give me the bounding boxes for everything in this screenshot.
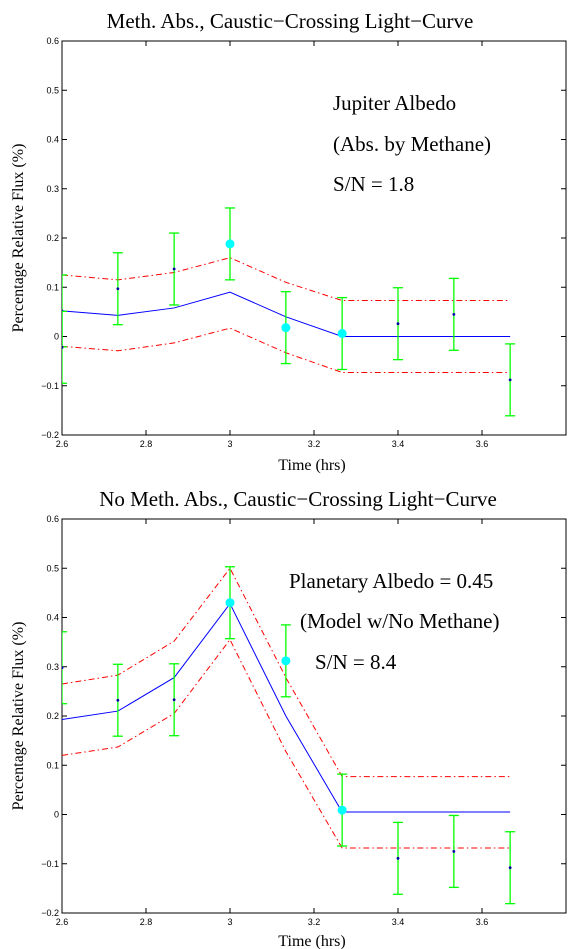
annotation-line-3: S/N = 8.4 — [315, 650, 397, 674]
y-tick-label: 0.4 — [46, 613, 59, 623]
data-point — [225, 239, 235, 249]
chart-title: Meth. Abs., Caustic−Crossing Light−Curve — [107, 9, 474, 33]
data-point — [116, 287, 120, 291]
data-point — [508, 866, 512, 870]
data-point — [172, 267, 176, 271]
y-tick-label: 0.5 — [46, 563, 59, 573]
data-point — [116, 698, 120, 702]
y-tick-label: −0.2 — [41, 908, 59, 918]
chart-panel-methane-absorption: Meth. Abs., Caustic−Crossing Light−Curve… — [10, 9, 567, 474]
y-tick-label: 0.3 — [46, 184, 59, 194]
x-tick-label: 3.2 — [308, 917, 321, 927]
series-line-model — [62, 602, 511, 813]
y-tick-label: 0.1 — [46, 282, 59, 292]
data-point — [508, 378, 512, 382]
x-tick-label: 2.8 — [140, 439, 153, 449]
y-tick-label: 0.1 — [46, 760, 59, 770]
y-tick-label: −0.1 — [41, 859, 59, 869]
data-point — [281, 656, 291, 666]
data-point — [62, 666, 64, 670]
data-point — [396, 322, 400, 326]
chart-title: No Meth. Abs., Caustic−Crossing Light−Cu… — [99, 487, 497, 511]
y-tick-label: 0 — [54, 810, 59, 820]
data-point — [225, 598, 235, 608]
data-point — [172, 698, 176, 702]
x-tick-label: 3.2 — [308, 439, 321, 449]
x-tick-label: 3.6 — [476, 439, 489, 449]
chart-panel-no-methane: No Meth. Abs., Caustic−Crossing Light−Cu… — [10, 487, 567, 949]
y-tick-label: 0.5 — [46, 85, 59, 95]
x-tick-label: 3.4 — [392, 439, 405, 449]
x-tick-label: 2.6 — [56, 439, 69, 449]
x-axis-label: Time (hrs) — [278, 933, 345, 949]
series-line-upper — [62, 257, 511, 302]
x-tick-label: 3.6 — [476, 917, 489, 927]
data-point — [337, 805, 347, 815]
data-point — [337, 329, 347, 339]
annotation-line-2: (Abs. by Methane) — [333, 132, 491, 156]
series-line-upper — [62, 567, 511, 778]
y-tick-label: 0.6 — [46, 36, 59, 46]
plot-frame — [61, 40, 567, 436]
y-tick-label: 0.4 — [46, 135, 59, 145]
annotation-line-1: Planetary Albedo = 0.45 — [289, 569, 493, 593]
y-tick-label: 0.3 — [46, 662, 59, 672]
x-tick-label: 3 — [227, 439, 232, 449]
data-point — [452, 850, 456, 853]
x-tick-label: 3 — [227, 917, 232, 927]
annotation-line-3: S/N = 1.8 — [333, 172, 414, 196]
data-point — [396, 856, 400, 860]
y-tick-label: −0.2 — [41, 430, 59, 440]
x-axis-label: Time (hrs) — [278, 457, 345, 474]
y-axis-label: Percentage Relative Flux (%) — [10, 144, 27, 333]
y-tick-label: 0.2 — [46, 711, 59, 721]
series-line-lower — [62, 638, 511, 849]
data-point — [452, 312, 456, 316]
y-axis-label: Percentage Relative Flux (%) — [10, 622, 27, 811]
annotation-line-2: (Model w/No Methane) — [300, 609, 499, 633]
y-tick-label: 0 — [54, 332, 59, 342]
y-tick-label: 0.6 — [46, 514, 59, 524]
plot-data — [62, 207, 516, 417]
data-point — [281, 323, 291, 333]
annotation-line-1: Jupiter Albedo — [333, 91, 456, 115]
plot-data — [62, 566, 516, 905]
data-point — [62, 345, 64, 349]
x-tick-label: 2.6 — [56, 917, 69, 927]
y-tick-label: 0.2 — [46, 233, 59, 243]
x-tick-label: 2.8 — [140, 917, 153, 927]
y-tick-label: −0.1 — [41, 381, 59, 391]
x-tick-label: 3.4 — [392, 917, 405, 927]
